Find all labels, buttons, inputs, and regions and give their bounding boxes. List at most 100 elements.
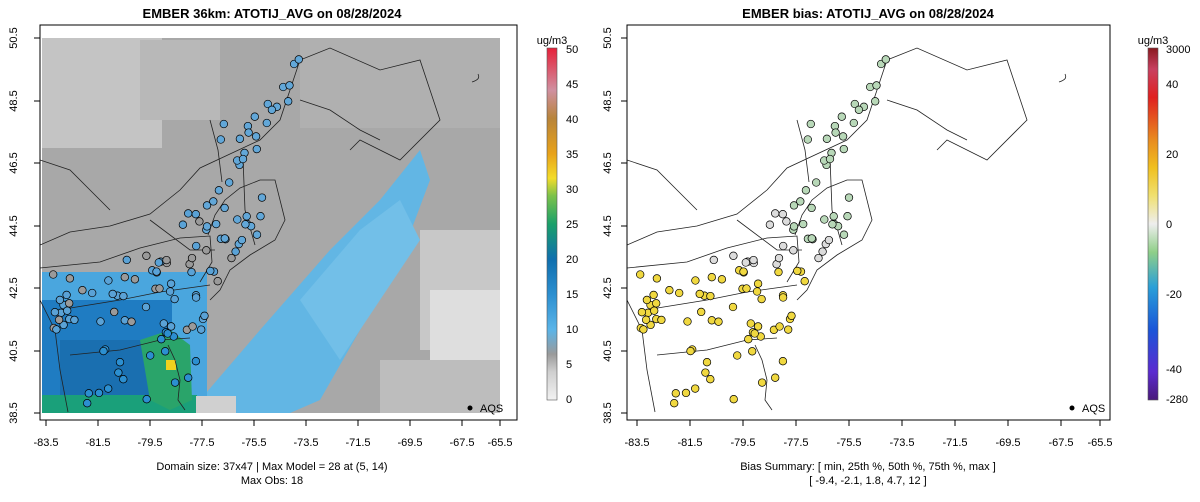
observation-marker	[639, 325, 648, 334]
panel-model-frame	[39, 24, 518, 421]
panel-bias-frame	[626, 24, 1111, 421]
observation-marker	[793, 266, 802, 276]
svg-text:-77.5: -77.5	[189, 437, 214, 449]
y-tick: 40.5	[8, 340, 40, 362]
observation-marker	[652, 299, 661, 308]
svg-text:38.5: 38.5	[8, 402, 20, 423]
observation-marker	[652, 274, 662, 283]
svg-text:-71.5: -71.5	[942, 437, 967, 449]
observation-marker	[252, 144, 261, 154]
observation-marker	[753, 279, 763, 288]
observation-marker	[829, 212, 838, 221]
observation-marker	[820, 215, 829, 224]
observation-marker	[787, 311, 796, 320]
observation-marker	[691, 276, 700, 285]
svg-text:38.5: 38.5	[602, 402, 614, 423]
svg-text:-67.5: -67.5	[449, 437, 474, 449]
svg-text:46.5: 46.5	[602, 152, 614, 173]
svg-text:-83.5: -83.5	[624, 437, 649, 449]
svg-text:0: 0	[1166, 219, 1172, 231]
x-tick: -79.5	[730, 420, 756, 449]
observation-marker	[665, 286, 674, 295]
observation-marker	[184, 209, 193, 218]
observation-marker	[202, 222, 212, 231]
observation-marker	[146, 351, 155, 360]
colorbar-model: ug/m3 0 5 10 15 20 25 30 35 40 45 50	[537, 35, 579, 406]
observation-marker	[778, 357, 788, 366]
svg-text:44.5: 44.5	[602, 215, 614, 236]
observation-marker	[789, 246, 798, 255]
y-tick: 50.5	[602, 27, 627, 49]
x-tick: -69.5	[995, 420, 1021, 449]
observation-marker	[706, 291, 715, 301]
observation-marker	[188, 322, 197, 331]
svg-text:-280: -280	[1166, 394, 1188, 406]
panel-model-y-axis: 38.5 40.5 42.5 44.5 46.5 48.5 50.5	[8, 27, 40, 424]
observation-marker	[774, 253, 784, 263]
panel-bias-footer-1: Bias Summary: [ min, 25th %, 50th %, 75t…	[740, 461, 996, 473]
x-tick: -77.5	[189, 420, 215, 449]
observation-marker	[806, 119, 815, 129]
model-field	[40, 25, 517, 420]
observation-marker	[213, 277, 222, 286]
svg-text:45: 45	[566, 79, 578, 91]
svg-text:-40: -40	[1166, 364, 1182, 376]
observation-marker	[130, 275, 140, 284]
observation-marker	[807, 203, 816, 213]
observation-marker	[670, 399, 679, 408]
observation-marker	[881, 55, 890, 64]
svg-text:-65.5: -65.5	[1087, 437, 1112, 449]
svg-text:44.5: 44.5	[8, 215, 20, 236]
svg-text:48.5: 48.5	[602, 90, 614, 111]
observation-marker	[844, 193, 854, 202]
observation-marker	[63, 306, 72, 315]
svg-text:-65.5: -65.5	[487, 437, 512, 449]
svg-text:42.5: 42.5	[602, 277, 614, 298]
observation-marker	[192, 241, 201, 251]
svg-text:-75.5: -75.5	[241, 437, 266, 449]
observation-marker	[115, 358, 125, 367]
observation-marker	[152, 267, 161, 276]
svg-text:-71.5: -71.5	[345, 437, 370, 449]
observation-marker	[161, 347, 170, 356]
model-field-plume	[200, 150, 430, 413]
panel-bias-footer-2: [ -9.4, -2.1, 1.8, 4.7, 12 ]	[809, 475, 926, 487]
observation-marker	[749, 255, 758, 265]
observation-marker	[717, 275, 727, 284]
observation-marker	[641, 315, 651, 324]
observation-marker	[157, 335, 166, 344]
observation-marker	[825, 154, 835, 164]
x-tick: -71.5	[345, 420, 371, 449]
observation-marker	[854, 105, 864, 114]
observation-marker	[746, 319, 755, 328]
svg-text:15: 15	[566, 289, 578, 301]
observation-marker	[206, 266, 215, 276]
observation-marker	[778, 293, 788, 302]
observation-marker	[839, 144, 848, 154]
aqs-marker-icon	[1069, 405, 1075, 411]
observation-marker	[649, 290, 658, 300]
x-tick: -69.5	[397, 420, 423, 449]
observation-marker	[706, 375, 715, 384]
observation-marker	[52, 325, 61, 334]
observation-marker	[55, 295, 65, 305]
x-tick: -73.5	[889, 420, 915, 449]
y-tick: 40.5	[602, 340, 627, 362]
observation-marker	[636, 270, 645, 279]
observation-marker	[195, 217, 204, 226]
observation-marker	[163, 329, 172, 338]
observation-marker	[84, 389, 93, 398]
observation-marker	[796, 197, 805, 206]
observation-marker	[771, 209, 780, 218]
observation-marker	[154, 258, 163, 267]
observation-marker	[872, 81, 881, 90]
observation-marker	[741, 258, 750, 267]
observation-marker	[707, 316, 716, 325]
observation-marker	[120, 316, 129, 325]
svg-text:50.5: 50.5	[602, 27, 614, 48]
observation-marker	[818, 247, 827, 256]
observation-marker	[142, 251, 151, 260]
x-tick: -81.5	[85, 420, 111, 449]
observation-marker	[104, 276, 113, 285]
panel-model-x-axis: -83.5 -81.5 -79.5 -77.5 -75.5 -73.5 -71.…	[33, 420, 513, 449]
